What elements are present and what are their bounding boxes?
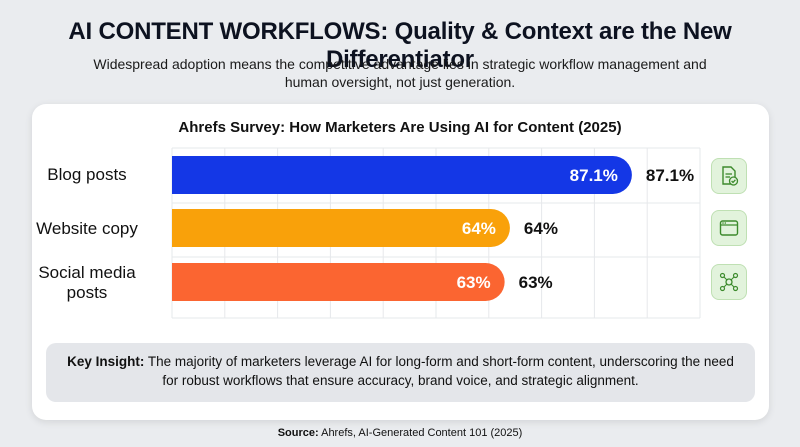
key-insight-text: The majority of marketers leverage AI fo… (144, 354, 734, 388)
category-label-blog-posts: Blog posts (47, 165, 127, 184)
key-insight-label: Key Insight: (67, 354, 145, 369)
bar-inner-data-label: 87.1% (570, 166, 618, 185)
bar-website-copy (172, 209, 510, 247)
page-subtitle: Widespread adoption means the competitiv… (93, 56, 707, 90)
source-text: Ahrefs, AI-Generated Content 101 (2025) (318, 427, 523, 439)
bar-blog-posts (172, 156, 632, 194)
bar-outer-data-label: 87.1% (646, 166, 694, 185)
category-label-social-media-posts: Social media posts (38, 263, 136, 302)
bar-inner-data-label: 63% (457, 273, 491, 292)
bar-outer-data-label: 64% (524, 219, 558, 238)
category-label-website-copy: Website copy (36, 219, 138, 238)
source-note: Source: Ahrefs, AI-Generated Content 101… (0, 427, 800, 439)
key-insight-box: Key Insight: The majority of marketers l… (46, 343, 755, 402)
browser-window-icon (711, 210, 747, 246)
chart-title: Ahrefs Survey: How Marketers Are Using A… (178, 119, 622, 136)
source-label: Source: (277, 427, 319, 439)
document-check-icon (711, 158, 747, 194)
bar-outer-data-label: 63% (519, 273, 553, 292)
bar-inner-data-label: 64% (462, 219, 496, 238)
page-title: AI CONTENT WORKFLOWS: Quality & Context … (68, 18, 732, 73)
bar-social-media-posts (172, 263, 505, 301)
network-nodes-icon (711, 264, 747, 300)
